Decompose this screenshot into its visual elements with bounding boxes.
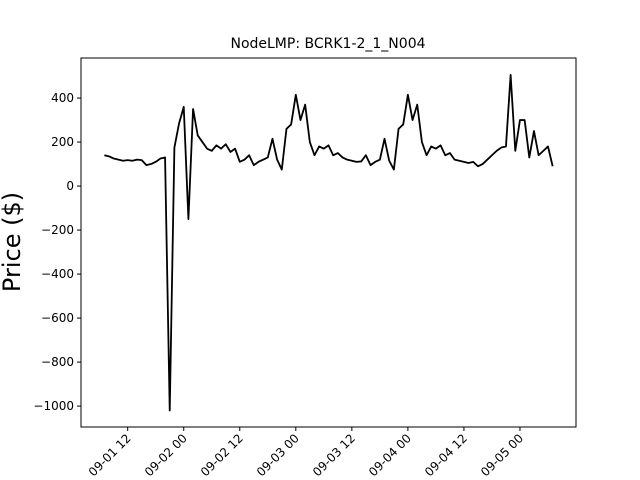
y-tick-label: −600	[41, 311, 74, 325]
chart-title: NodeLMP: BCRK1-2_1_N004	[230, 36, 425, 52]
series-line	[104, 74, 554, 412]
x-tick-label: 09-01 12	[86, 431, 134, 479]
y-tick-label: −400	[41, 267, 74, 281]
plot-frame	[80, 57, 577, 428]
y-tick-label: 200	[51, 135, 74, 149]
y-tick-label: 0	[66, 179, 74, 193]
x-tick-label: 09-03 12	[310, 431, 358, 479]
x-tick-label: 09-05 00	[478, 431, 526, 479]
x-tick-label: 09-02 00	[142, 431, 190, 479]
y-axis-label: Price ($)	[0, 192, 26, 292]
x-tick-label: 09-04 00	[366, 431, 414, 479]
y-tick-label: −1000	[33, 399, 74, 413]
x-tick-label: 09-03 00	[254, 431, 302, 479]
y-tick-label: −800	[41, 355, 74, 369]
x-tick-label: 09-04 12	[422, 431, 470, 479]
y-tick-label: −200	[41, 223, 74, 237]
y-tick-label: 400	[51, 91, 74, 105]
x-tick-label: 09-02 12	[198, 431, 246, 479]
